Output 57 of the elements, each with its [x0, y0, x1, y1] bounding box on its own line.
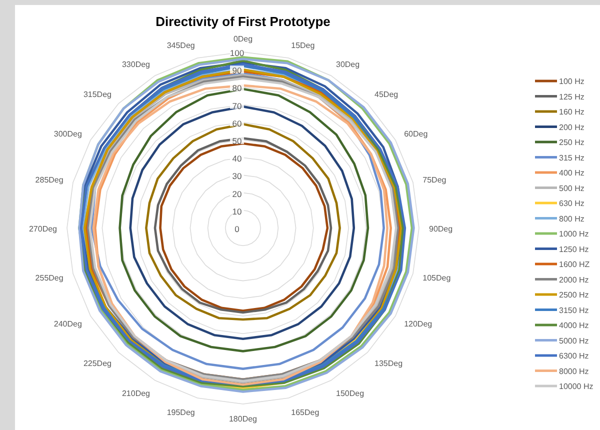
spoke-label: 0Deg — [233, 34, 253, 44]
legend-label: 125 Hz — [559, 92, 584, 102]
spoke-label: 60Deg — [404, 130, 428, 138]
y-tick-label: 100 — [230, 48, 244, 58]
legend-label: 10000 Hz — [559, 382, 594, 391]
spoke-label: 75Deg — [422, 175, 446, 184]
spoke-label: 30Deg — [336, 60, 360, 69]
legend-label: 630 Hz — [559, 199, 584, 208]
legend-label: 500 Hz — [559, 184, 584, 193]
legend-label: 1250 Hz — [559, 244, 589, 254]
spoke-label: 165Deg — [291, 408, 320, 418]
spoke-label: 180Deg — [228, 414, 258, 424]
spoke-label: 195Deg — [166, 408, 195, 418]
spoke-label: 330Deg — [122, 60, 150, 69]
legend-label: 2000 Hz — [559, 275, 589, 284]
y-tick-label: 50 — [232, 136, 242, 146]
spoke-label: 240Deg — [54, 320, 82, 328]
legend-label: 400 Hz — [559, 168, 584, 178]
legend-label: 4000 Hz — [559, 321, 589, 330]
y-tick-label: 20 — [232, 188, 242, 199]
spoke-label: 210Deg — [122, 389, 150, 398]
legend-label: 3150 Hz — [559, 306, 589, 315]
y-tick-label: 60 — [232, 118, 242, 128]
spoke-label: 225Deg — [83, 358, 112, 368]
y-tick-label: 30 — [232, 171, 242, 182]
legend-label: 5000 Hz — [559, 336, 589, 346]
legend-label: 315 Hz — [559, 153, 584, 162]
y-tick-label: 70 — [232, 100, 242, 111]
spoke-label: 345Deg — [166, 40, 195, 50]
y-tick-label: 40 — [232, 154, 242, 164]
spoke-label: 105Deg — [422, 274, 451, 283]
legend-label: 800 Hz — [559, 214, 584, 224]
legend-label: 160 Hz — [559, 108, 584, 116]
spoke-label: 285Deg — [35, 175, 64, 184]
legend-label: 200 Hz — [559, 122, 584, 132]
chart-title: Directivity of First Prototype — [156, 14, 330, 29]
legend-label: 8000 Hz — [559, 366, 589, 376]
spoke-label: 315Deg — [83, 90, 112, 100]
spoke-label: 300Deg — [54, 130, 82, 138]
legend-label: 100 Hz — [559, 77, 584, 86]
legend-label: 250 Hz — [559, 138, 584, 147]
y-tick-label: 90 — [232, 66, 242, 76]
spoke-label: 15Deg — [291, 40, 315, 50]
y-tick-label: 10 — [232, 206, 242, 216]
y-tick-label: 0 — [234, 224, 240, 234]
spoke-label: 255Deg — [35, 274, 64, 283]
spoke-label: 150Deg — [336, 389, 364, 398]
spoke-label: 90Deg — [429, 224, 453, 234]
spoke-label: 135Deg — [374, 358, 403, 368]
y-tick-label: 80 — [232, 83, 242, 94]
legend-label: 6300 Hz — [559, 352, 589, 360]
legend-label: 1000 Hz — [559, 230, 589, 238]
spoke-label: 120Deg — [404, 320, 432, 328]
spoke-label: 270Deg — [28, 224, 57, 234]
spoke-label: 45Deg — [374, 90, 398, 100]
legend-label: 2500 Hz — [559, 290, 589, 300]
legend-label: 1600 HZ — [559, 260, 590, 269]
